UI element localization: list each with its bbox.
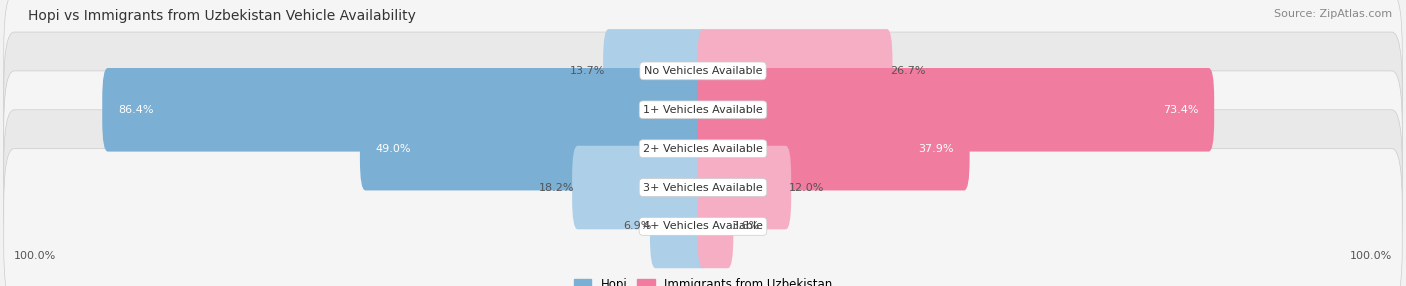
FancyBboxPatch shape [697, 146, 792, 229]
FancyBboxPatch shape [4, 71, 1402, 227]
FancyBboxPatch shape [697, 68, 1215, 152]
Text: 4+ Vehicles Available: 4+ Vehicles Available [643, 221, 763, 231]
FancyBboxPatch shape [4, 32, 1402, 188]
Text: 3+ Vehicles Available: 3+ Vehicles Available [643, 182, 763, 192]
Text: Source: ZipAtlas.com: Source: ZipAtlas.com [1274, 9, 1392, 19]
Text: 12.0%: 12.0% [789, 182, 824, 192]
Legend: Hopi, Immigrants from Uzbekistan: Hopi, Immigrants from Uzbekistan [569, 273, 837, 286]
Text: 1+ Vehicles Available: 1+ Vehicles Available [643, 105, 763, 115]
FancyBboxPatch shape [4, 110, 1402, 265]
FancyBboxPatch shape [650, 185, 709, 268]
Text: 37.9%: 37.9% [918, 144, 953, 154]
FancyBboxPatch shape [697, 29, 893, 113]
Text: 26.7%: 26.7% [890, 66, 927, 76]
Text: 2+ Vehicles Available: 2+ Vehicles Available [643, 144, 763, 154]
Text: Hopi vs Immigrants from Uzbekistan Vehicle Availability: Hopi vs Immigrants from Uzbekistan Vehic… [28, 9, 416, 23]
FancyBboxPatch shape [103, 68, 709, 152]
Text: 100.0%: 100.0% [1350, 251, 1392, 261]
FancyBboxPatch shape [572, 146, 709, 229]
FancyBboxPatch shape [4, 149, 1402, 286]
FancyBboxPatch shape [697, 107, 970, 190]
Text: 86.4%: 86.4% [118, 105, 153, 115]
FancyBboxPatch shape [697, 185, 734, 268]
FancyBboxPatch shape [4, 0, 1402, 149]
Text: 18.2%: 18.2% [538, 182, 574, 192]
FancyBboxPatch shape [603, 29, 709, 113]
FancyBboxPatch shape [360, 107, 709, 190]
Text: 73.4%: 73.4% [1163, 105, 1198, 115]
Text: 13.7%: 13.7% [569, 66, 605, 76]
Text: No Vehicles Available: No Vehicles Available [644, 66, 762, 76]
Text: 3.6%: 3.6% [731, 221, 759, 231]
Text: 6.9%: 6.9% [624, 221, 652, 231]
Text: 100.0%: 100.0% [14, 251, 56, 261]
Text: 49.0%: 49.0% [375, 144, 411, 154]
